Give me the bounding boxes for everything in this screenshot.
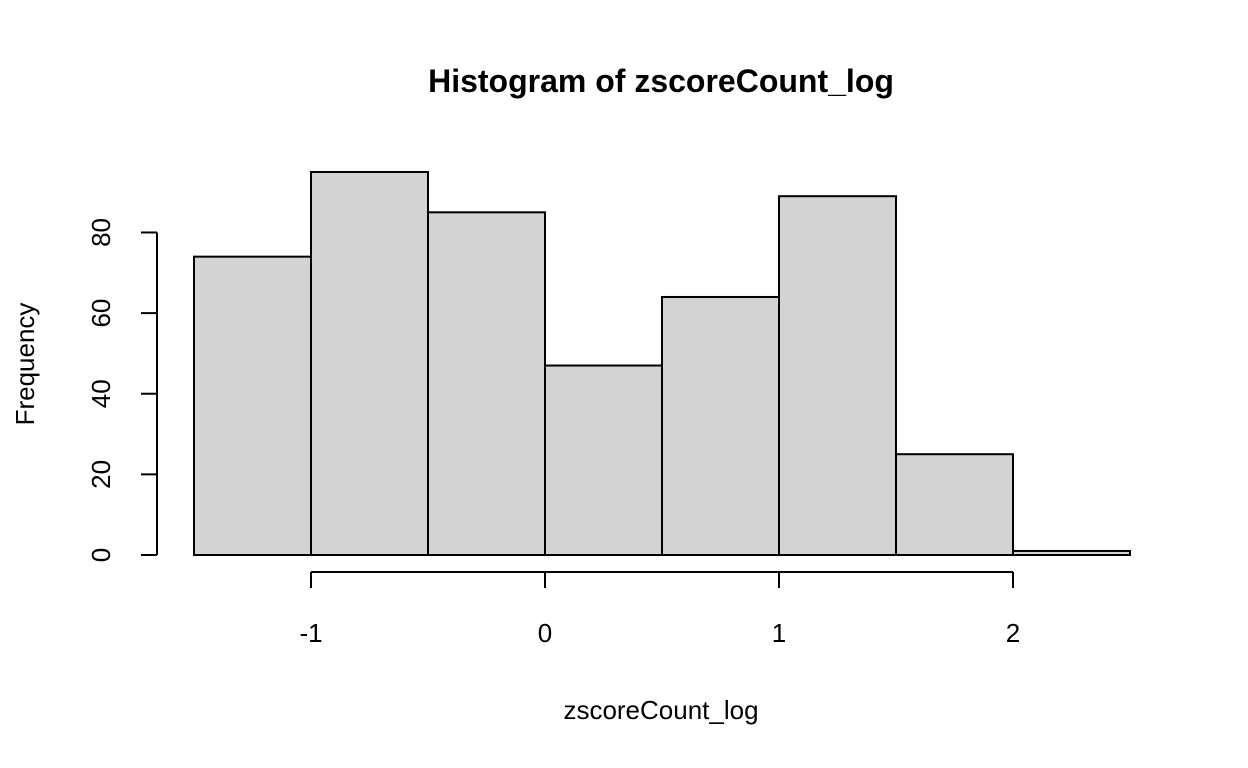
x-tick-label: 1	[772, 618, 786, 648]
histogram-bar	[427, 211, 546, 556]
y-axis-label: Frequency	[10, 303, 40, 426]
histogram-bar	[1012, 549, 1131, 557]
histogram-bar	[193, 255, 312, 556]
y-axis: 0 20 40 60 80	[86, 218, 158, 562]
bars-group	[193, 171, 1131, 557]
histogram-bar	[661, 295, 780, 556]
x-axis: -1 0 1 2	[299, 571, 1020, 648]
histogram-bar	[778, 195, 897, 556]
x-tick-label: 0	[538, 618, 552, 648]
x-tick-label: 2	[1006, 618, 1020, 648]
x-axis-label: zscoreCount_log	[563, 695, 758, 725]
y-tick-label: 20	[86, 460, 116, 489]
y-tick-label: 60	[86, 299, 116, 328]
histogram-bar	[544, 364, 663, 556]
chart-title: Histogram of zscoreCount_log	[428, 63, 894, 99]
y-tick-label: 80	[86, 218, 116, 247]
y-tick-label: 40	[86, 379, 116, 408]
histogram-bar	[310, 171, 429, 556]
x-tick-label: -1	[299, 618, 322, 648]
y-tick-label: 0	[86, 548, 116, 562]
histogram-bar	[895, 453, 1014, 557]
